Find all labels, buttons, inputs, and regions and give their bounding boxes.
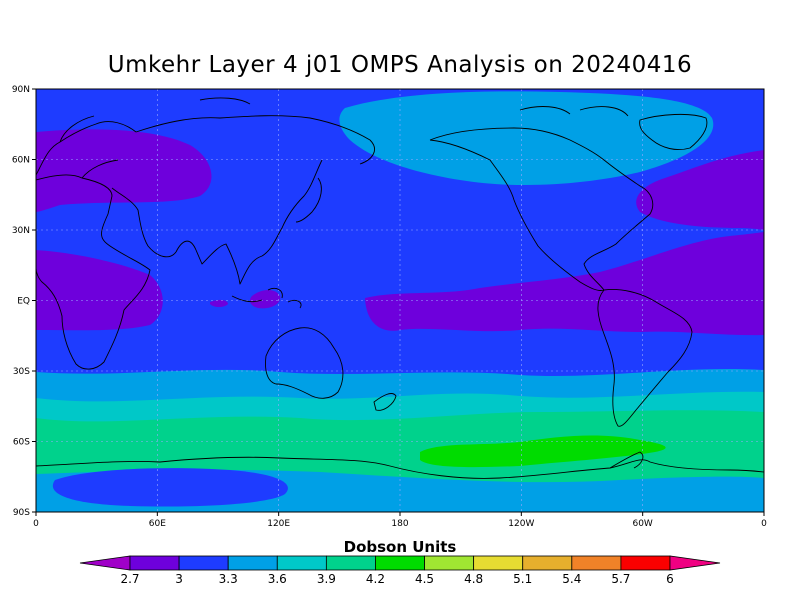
colorbar-label: 4.2 [366,572,385,586]
colorbar-swatch [620,555,671,571]
lat-lon-grid [36,89,764,512]
contour-band-2.7-atlantic [636,150,764,230]
colorbar-swatch [129,555,180,571]
colorbar-label: 4.5 [415,572,434,586]
x-tick-label: 180 [391,519,408,529]
contour-band-2.7-africa [36,250,163,331]
coastline-south-america [597,289,693,427]
colorbar-label: 5.4 [562,572,581,586]
colorbar-label: 5.1 [513,572,532,586]
x-tick-label: 0 [33,519,39,529]
colorbar-swatch [375,555,425,571]
colorbar-swatch [227,555,278,571]
coastline-japan [295,177,322,223]
contour-band-4.2-south [420,435,666,468]
coastline-greenland [639,113,708,151]
coastline-australia [265,327,344,399]
colorbar-label: 3.3 [219,572,238,586]
colorbar-low-extension [79,555,131,571]
colorbar-label: 6 [666,572,674,586]
coastline-antarctic-peninsula [609,451,644,469]
contour-band-3.3-arctic [339,91,714,186]
x-tick-label: 120E [267,519,290,529]
y-tick-label: EQ [17,297,30,307]
map-title: Umkehr Layer 4 j01 OMPS Analysis on 2024… [107,52,693,78]
coastline-arctic-islands [199,97,629,117]
colorbar-label: 2.7 [120,572,139,586]
colorbar-swatch [571,555,622,571]
colorbar-high-extension [669,555,721,571]
contour-band-3-antarctic [52,468,288,507]
colorbar-swatch [473,555,524,571]
coastline-asia [135,115,375,285]
coastline-north-america [429,127,654,291]
x-tick-label: 120W [508,519,534,529]
colorbar-swatch [178,555,229,571]
coastline-europe [36,115,177,258]
colorbar: 2.7 3 3.3 3.6 3.9 4.2 4.5 4.8 5.1 5.4 5.7 6 [79,555,721,586]
y-tick-label: 30N [12,226,30,236]
coastline-antarctica [36,456,764,479]
colorbar-label: 5.7 [611,572,630,586]
colorbar-swatch [522,555,573,571]
coastline-indonesia [231,287,302,309]
coastline-new-zealand [373,393,397,411]
x-tick-label: 0 [761,519,767,529]
colorbar-swatch [424,555,475,571]
map-plot-area [36,89,764,512]
colorbar-label: 3 [175,572,183,586]
colorbar-swatch [325,555,376,571]
coastline-africa [36,174,151,370]
x-tick-label: 60E [149,519,166,529]
y-tick-label: 30S [13,367,30,377]
contour-band-2.7-pacific [365,232,764,336]
x-tick-label: 60W [632,519,652,529]
contour-band-2.7-maritime [210,290,281,309]
y-tick-label: 60S [13,438,30,448]
map-axes: 0 60E 120E 180 120W 60W 0 90N 60N 30N EQ 30S 60S 90S [12,85,767,529]
y-tick-label: 60N [12,156,30,166]
coastlines [36,97,764,479]
y-tick-label: 90N [12,85,30,95]
colorbar-title: Dobson Units [344,538,457,556]
colorbar-label: 3.9 [317,572,336,586]
contour-band-2.7-eurasia [36,129,212,212]
colorbar-label: 4.8 [464,572,483,586]
colorbar-label: 3.6 [268,572,287,586]
colorbar-swatch [276,555,327,571]
y-tick-label: 90S [13,508,30,518]
